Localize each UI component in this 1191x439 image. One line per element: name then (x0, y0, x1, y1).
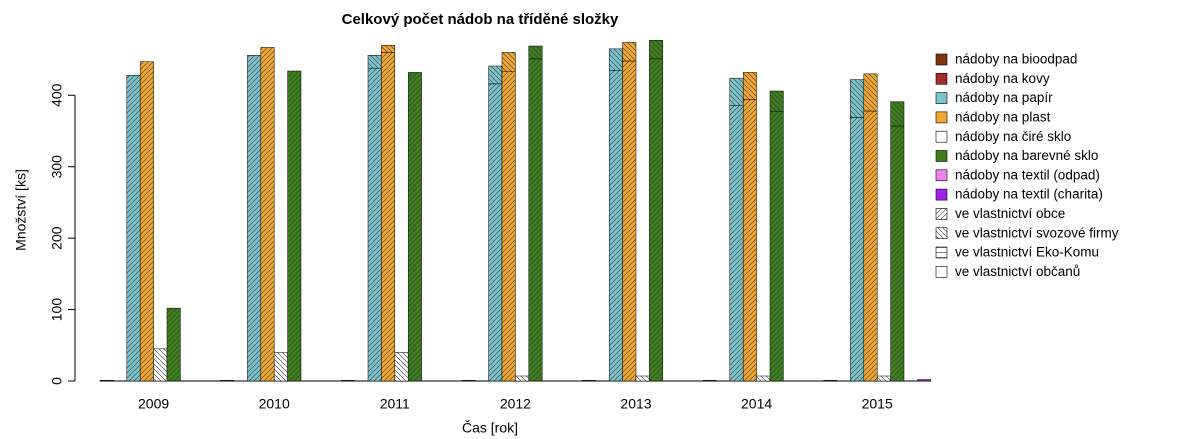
legend-label: nádoby na barevné sklo (955, 148, 1098, 163)
x-tick-label: 2009 (138, 396, 169, 412)
bar-segment (769, 90, 784, 112)
bar-segment (850, 79, 865, 118)
bar-segment (742, 72, 757, 100)
bar-segment (876, 375, 891, 382)
legend-label: nádoby na čiré sklo (955, 129, 1071, 144)
bar-segment (649, 58, 664, 382)
legend-swatch (935, 208, 948, 220)
x-tick-label: 2012 (500, 396, 531, 412)
legend-swatch (935, 227, 948, 239)
bar-segment (139, 61, 154, 382)
bar-segment (488, 83, 503, 382)
bar-segment (220, 380, 235, 382)
y-tick-label: 0 (49, 377, 65, 385)
y-tick-label: 200 (49, 226, 65, 250)
bar-segment (273, 352, 288, 382)
bar-segment (515, 375, 530, 382)
bar-segment (917, 379, 932, 382)
legend-swatch (935, 265, 948, 278)
bar-segment (381, 45, 396, 53)
bar-segment (501, 71, 516, 382)
legend-swatch (935, 73, 948, 85)
bar-segment (394, 352, 409, 382)
x-tick-label: 2010 (259, 396, 290, 412)
bar-segment (769, 111, 784, 382)
bar-segment (890, 125, 905, 382)
legend-swatch (935, 150, 948, 162)
legend-label: nádoby na textil (charita) (955, 187, 1103, 202)
bar-segment (287, 70, 302, 382)
legend-swatch (935, 53, 948, 66)
bar-segment (742, 99, 757, 382)
bar-segment (649, 40, 664, 60)
bar-segment (729, 105, 744, 382)
bar-segment (890, 101, 905, 127)
y-tick-label: 100 (49, 298, 65, 322)
legend-label: ve vlastnictví svozové firmy (955, 225, 1119, 240)
bar-segment (528, 45, 543, 60)
y-tick-label: 400 (49, 83, 65, 107)
legend-label: ve vlastnictví obce (955, 206, 1065, 221)
bar-segment (247, 55, 262, 382)
bar-segment (702, 380, 717, 382)
x-tick-label: 2014 (741, 396, 772, 412)
bar-segment (153, 348, 168, 382)
bar-segment (635, 375, 650, 382)
bar-segment (166, 307, 181, 382)
bar-segment (367, 55, 382, 69)
x-tick-label: 2013 (620, 396, 651, 412)
y-tick-label: 300 (49, 155, 65, 179)
bar-segment (850, 117, 865, 382)
bar-segment (608, 70, 623, 382)
chart-title: Celkový počet nádob na tříděné složky (342, 11, 619, 28)
bar-segment (381, 52, 396, 382)
bar-segment (501, 52, 516, 72)
x-tick-label: 2015 (862, 396, 893, 412)
legend-label: nádoby na papír (955, 90, 1053, 105)
legend-label: ve vlastnictví Eko-Komu (955, 245, 1099, 260)
bar-segment (608, 48, 623, 71)
bar-segment (407, 72, 422, 382)
bar-segment (461, 380, 476, 382)
y-axis-label: Množství [ks] (13, 169, 29, 251)
bar-segment (340, 380, 355, 382)
bar-segment (99, 380, 114, 382)
bar-segment (528, 58, 543, 382)
bar-segment (488, 65, 503, 85)
bar-segment (863, 110, 878, 382)
bar-segment (823, 380, 838, 382)
bar-segment (863, 73, 878, 112)
legend-label: nádoby na plast (955, 109, 1051, 124)
legend-label: nádoby na bioodpad (955, 52, 1077, 67)
legend-label: nádoby na textil (odpad) (955, 167, 1100, 182)
bar-segment (622, 42, 637, 62)
legend-swatch (935, 169, 948, 182)
bar-segment (756, 375, 771, 382)
legend-swatch (935, 92, 948, 104)
x-axis-label: Čas [rok] (462, 420, 518, 436)
bar-segment (126, 75, 141, 382)
bar-segment (260, 47, 275, 382)
legend-swatch (935, 130, 948, 143)
bar-segment (582, 380, 597, 382)
bar-segment (729, 77, 744, 106)
legend-swatch (935, 246, 948, 259)
legend-label: ve vlastnictví občanů (955, 264, 1080, 279)
legend-swatch (935, 111, 948, 124)
legend-swatch (935, 188, 948, 201)
bar-segment (622, 60, 637, 382)
x-tick-label: 2011 (380, 396, 410, 412)
legend-label: nádoby na kovy (955, 71, 1050, 86)
bar-segment (367, 67, 382, 382)
